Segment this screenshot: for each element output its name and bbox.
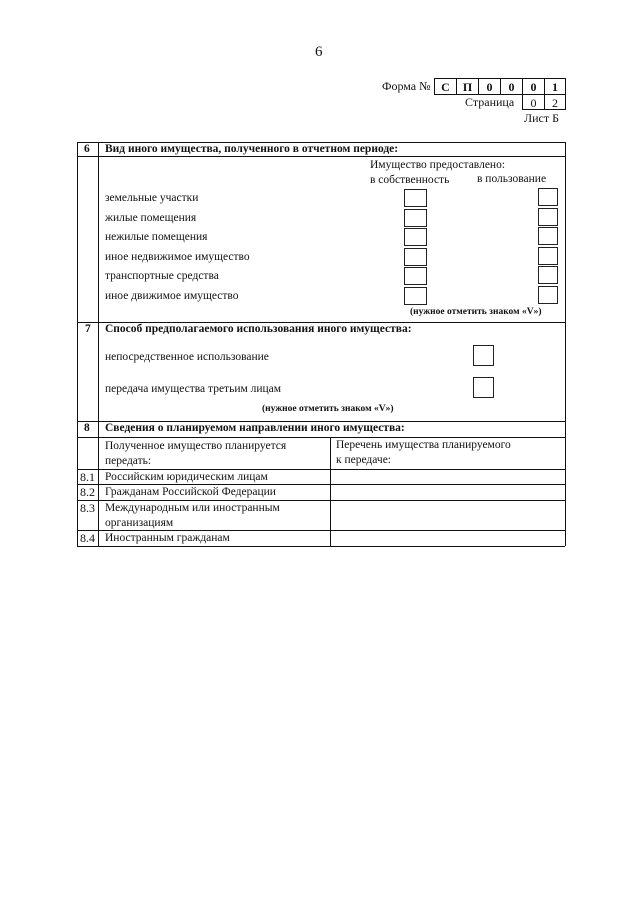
section7-title: Способ предполагаемого использования ино…: [105, 323, 412, 335]
row-number: 8.1: [80, 470, 95, 484]
section6-title: Вид иного имущества, полученного в отчет…: [105, 143, 399, 155]
ownership-checkbox[interactable]: [404, 247, 427, 266]
use-checkbox[interactable]: [538, 207, 558, 226]
section8-title: Сведения о планируемом направлении иного…: [105, 422, 405, 434]
section6-col-ownership: в собственность: [370, 174, 450, 186]
section8-col2-header: Перечень имущества планируемого к переда…: [336, 438, 511, 468]
row-label: Гражданам Российской Федерации: [105, 485, 276, 500]
section6-item-label: нежилые помещения: [105, 231, 208, 243]
use-checkbox[interactable]: [538, 188, 558, 206]
label-line: Международным или иностранным: [105, 502, 280, 514]
header-line: передать:: [105, 455, 152, 467]
header-line: Перечень имущества планируемого: [336, 439, 511, 451]
page-label: Страница: [465, 95, 515, 109]
form-code-cell: 1: [544, 78, 566, 95]
page-code-cell: 0: [522, 94, 545, 110]
label-line: Российским юридическим лицам: [105, 471, 268, 483]
header-line: к передаче:: [336, 454, 392, 466]
section6-note: (нужное отметить знаком «V»): [410, 307, 542, 317]
header-line: Полученное имущество планируется: [105, 440, 287, 452]
form-code-cell: С: [434, 78, 457, 95]
label-line: организациям: [105, 517, 174, 529]
row-label: Российским юридическим лицам: [105, 470, 268, 485]
section6-col-use: в пользование: [477, 173, 547, 185]
row-number: 8.4: [80, 531, 95, 545]
form-code-cell: 0: [500, 78, 523, 95]
sheet-label: Лист Б: [524, 111, 560, 125]
row-label: Международным или иностранным организация…: [105, 501, 280, 531]
ownership-checkbox[interactable]: [404, 208, 427, 227]
use-checkbox[interactable]: [538, 227, 558, 245]
row-label: Иностранным гражданам: [105, 531, 230, 546]
form-code-cell: П: [456, 78, 479, 95]
use-checkbox[interactable]: [538, 285, 558, 304]
form-label: Форма №: [382, 79, 431, 93]
section7-number: 7: [85, 323, 91, 335]
ownership-checkbox[interactable]: [404, 189, 427, 207]
row-number: 8.2: [80, 485, 95, 499]
row-number: 8.3: [80, 501, 95, 515]
section7-checkbox-transfer[interactable]: [473, 377, 494, 398]
ownership-checkbox[interactable]: [404, 228, 427, 246]
row-value-field[interactable]: [333, 470, 561, 484]
label-line: Гражданам Российской Федерации: [105, 486, 276, 498]
section7-note: (нужное отметить знаком «V»): [262, 404, 394, 414]
use-checkbox[interactable]: [538, 266, 558, 284]
section6-provided-label: Имущество предоставлено:: [370, 159, 506, 171]
section6-item-label: иное недвижимое имущество: [105, 250, 250, 263]
label-line: Иностранным гражданам: [105, 532, 230, 544]
ownership-checkbox[interactable]: [404, 286, 427, 305]
row-value-field[interactable]: [333, 501, 561, 515]
section8-number: 8: [84, 422, 90, 434]
use-checkbox[interactable]: [538, 246, 558, 265]
form-code-cell: 0: [478, 78, 501, 95]
row-value-field[interactable]: [333, 531, 561, 545]
section6-number: 6: [84, 143, 90, 155]
section8-col1-header: Полученное имущество планируется передат…: [105, 439, 286, 469]
section7-item: непосредственное использование: [105, 351, 269, 363]
page-code-cell: 2: [544, 94, 566, 110]
row-value-field[interactable]: [333, 485, 561, 499]
section6-item-label: транспортные средства: [105, 270, 219, 282]
section7-checkbox-direct-use[interactable]: [473, 345, 494, 366]
section6-item-label: иное движимое имущество: [105, 289, 239, 302]
page-number: 6: [315, 44, 323, 60]
section6-item-label: земельные участки: [105, 192, 199, 204]
section7-item: передача имущества третьим лицам: [105, 383, 282, 395]
ownership-checkbox[interactable]: [404, 267, 427, 285]
form-code-cell: 0: [522, 78, 545, 95]
section6-item-label: жилые помещения: [105, 211, 197, 224]
